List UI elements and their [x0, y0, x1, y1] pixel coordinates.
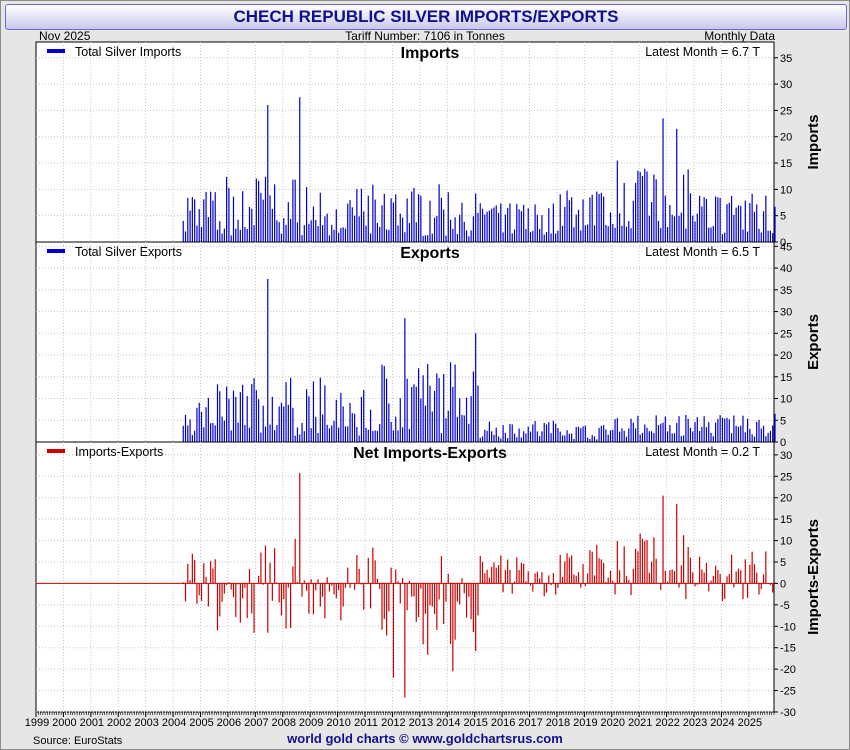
x-tick-label: 2025: [738, 717, 762, 729]
y-tick-label: 25: [780, 471, 792, 483]
y-tick-label: 0: [780, 578, 786, 590]
y-axis-label: Imports: [805, 114, 822, 169]
panel-title: Imports: [401, 45, 460, 62]
y-tick-label: -15: [780, 643, 796, 655]
x-tick-label: 2005: [189, 717, 213, 729]
y-tick-label: 15: [780, 158, 792, 170]
source-label: Source: EuroStats: [33, 735, 123, 747]
y-tick-label: 35: [780, 285, 792, 297]
y-tick-label: -30: [780, 707, 796, 719]
y-tick-label: -5: [780, 600, 790, 612]
x-tick-label: 2011: [354, 717, 378, 729]
frequency-label: Monthly Data: [704, 29, 775, 43]
x-tick-label: 2000: [52, 717, 76, 729]
x-tick-label: 2013: [409, 717, 433, 729]
y-tick-label: 45: [780, 241, 792, 253]
y-tick-label: 5: [780, 557, 786, 569]
y-tick-label: 20: [780, 132, 792, 144]
date-label: Nov 2025: [39, 29, 91, 43]
x-tick-label: 2012: [381, 717, 405, 729]
y-tick-label: 25: [780, 105, 792, 117]
x-tick-label: 2023: [683, 717, 707, 729]
y-tick-label: -10: [780, 621, 796, 633]
x-tick-label: 2009: [299, 717, 323, 729]
y-axis-label: Exports: [805, 314, 822, 370]
y-tick-label: 5: [780, 211, 786, 223]
y-tick-label: 30: [780, 79, 792, 91]
legend-label: Imports-Exports: [75, 445, 163, 459]
x-tick-label: 2003: [134, 717, 158, 729]
y-tick-label: 35: [780, 53, 792, 65]
panel-title: Exports: [400, 245, 460, 262]
x-tick-label: 2007: [244, 717, 268, 729]
y-tick-label: 20: [780, 350, 792, 362]
y-tick-label: 15: [780, 372, 792, 384]
x-tick-label: 2004: [162, 717, 186, 729]
y-tick-label: 0: [780, 437, 786, 449]
x-tick-label: 2022: [655, 717, 679, 729]
panel-title: Net Imports-Exports: [353, 445, 507, 462]
y-tick-label: 10: [780, 536, 792, 548]
x-tick-label: 2010: [326, 717, 350, 729]
latest-label: Latest Month = 6.5 T: [645, 245, 760, 259]
y-tick-label: -25: [780, 686, 796, 698]
x-tick-label: 2006: [217, 717, 241, 729]
latest-label: Latest Month = 0.2 T: [645, 445, 760, 459]
y-tick-label: 10: [780, 184, 792, 196]
credit-label: world gold charts © www.goldchartsrus.co…: [287, 731, 563, 746]
x-tick-label: 2017: [518, 717, 542, 729]
y-tick-label: 10: [780, 394, 792, 406]
x-tick-label: 2024: [710, 717, 734, 729]
x-tick-label: 2015: [463, 717, 487, 729]
y-tick-label: 30: [780, 450, 792, 462]
x-tick-label: 2001: [80, 717, 104, 729]
x-tick-label: 2014: [436, 717, 460, 729]
y-tick-label: 5: [780, 415, 786, 427]
plot-area-0: [35, 41, 775, 243]
x-tick-label: 2002: [107, 717, 131, 729]
x-tick-label: 2021: [628, 717, 652, 729]
x-tick-label: 2018: [546, 717, 570, 729]
legend-swatch: [47, 449, 65, 453]
x-tick-label: 1999: [25, 717, 49, 729]
y-tick-label: 25: [780, 328, 792, 340]
y-tick-label: -20: [780, 664, 796, 676]
y-tick-label: 20: [780, 493, 792, 505]
x-tick-label: 2019: [573, 717, 597, 729]
y-tick-label: 30: [780, 307, 792, 319]
x-tick-label: 2008: [272, 717, 296, 729]
y-tick-label: 15: [780, 514, 792, 526]
chart-title: CHECH REPUBLIC SILVER IMPORTS/EXPORTS: [5, 4, 847, 30]
latest-label: Latest Month = 6.7 T: [645, 45, 760, 59]
legend-swatch: [47, 249, 65, 253]
y-axis-label: Imports-Exports: [805, 519, 822, 635]
legend-swatch: [47, 49, 65, 53]
legend-label: Total Silver Exports: [75, 245, 182, 259]
x-tick-label: 2016: [491, 717, 515, 729]
y-tick-label: 0: [780, 237, 786, 249]
legend-label: Total Silver Imports: [75, 45, 181, 59]
x-tick-label: 2020: [601, 717, 625, 729]
y-tick-label: 40: [780, 263, 792, 275]
tariff-label: Tariff Number: 7106 in Tonnes: [345, 29, 505, 43]
